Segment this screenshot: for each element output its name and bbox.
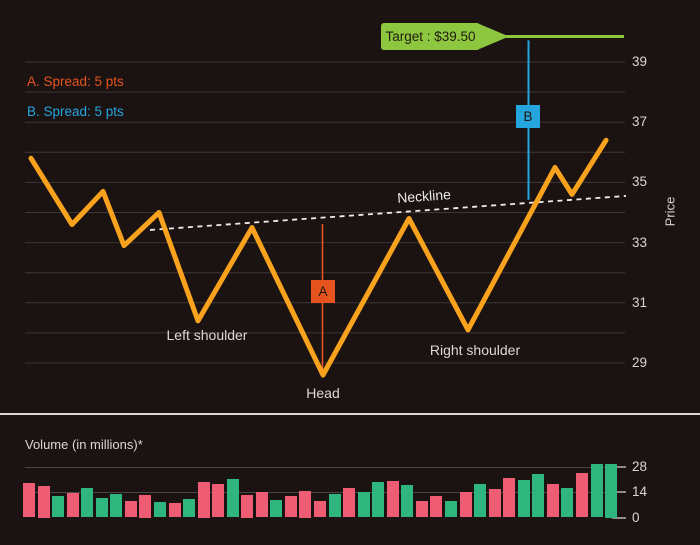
volume-bar-pink <box>575 473 588 518</box>
target-flag-body <box>381 23 480 50</box>
volume-bar-pink <box>546 484 559 518</box>
volume-bar-pink <box>23 483 35 518</box>
volume-bar-pink <box>197 481 210 518</box>
price-axis-title: Price <box>662 196 678 227</box>
volume-bar-pink <box>459 492 472 518</box>
price-tick-label: 29 <box>632 355 648 370</box>
volume-bar-green <box>605 463 617 518</box>
volume-bar-green <box>474 484 487 518</box>
volume-bar-pink <box>415 501 428 518</box>
volume-bar-green <box>183 498 196 518</box>
volume-bar-pink <box>139 495 152 518</box>
price-tick-label: 37 <box>632 114 648 130</box>
volume-bar-green <box>401 485 414 518</box>
volume-bar-green <box>328 494 341 518</box>
right-shoulder-label: Right shoulder <box>429 342 521 358</box>
volume-bar-green <box>52 495 65 518</box>
spread-a-marker-box: A <box>311 280 335 303</box>
volume-bar-pink <box>488 488 501 518</box>
volume-bar-pink <box>241 495 254 518</box>
volume-bar-green <box>445 501 457 518</box>
volume-tick-label: 0 <box>632 509 640 525</box>
volume-bar-pink <box>37 486 50 518</box>
volume-axis-tick <box>612 516 626 519</box>
price-tick-label: 31 <box>632 294 648 310</box>
volume-axis-tick <box>612 491 626 494</box>
volume-bar-green <box>357 492 370 518</box>
target-flag-pointer <box>477 23 509 50</box>
volume-bar-green <box>532 474 545 518</box>
volume-bar-pink <box>66 493 79 518</box>
volume-title: Volume (in millions)* <box>25 437 143 452</box>
price-tick-label: 35 <box>632 174 648 190</box>
volume-bar-pink <box>343 487 356 518</box>
volume-bar-pink <box>255 492 268 518</box>
target-flag: Target : $39.50 <box>381 23 509 50</box>
volume-bar-pink <box>212 484 225 518</box>
panel-separator <box>0 413 700 415</box>
price-tick-label: 33 <box>632 234 648 250</box>
volume-bar-green <box>226 478 239 518</box>
volume-axis-tick <box>612 466 626 469</box>
volume-bar-green <box>110 494 123 518</box>
volume-bar-pink <box>299 490 312 518</box>
volume-bar-pink <box>314 501 326 518</box>
target-label: Target : $39.50 <box>385 29 476 44</box>
volume-bar-pink <box>503 477 516 518</box>
volume-bar-green <box>372 482 385 518</box>
volume-bar-green <box>270 500 283 518</box>
neckline-dashed-line <box>149 195 627 231</box>
volume-gridline <box>25 466 626 468</box>
volume-bar-green <box>561 487 574 518</box>
left-shoulder-label: Left shoulder <box>166 327 248 343</box>
volume-tick-label: 14 <box>632 484 648 500</box>
spread-b-label: B. Spread: 5 pts <box>27 104 124 119</box>
volume-tick-label: 28 <box>632 459 648 475</box>
volume-bar-green <box>517 479 530 518</box>
volume-bar-green <box>590 464 603 518</box>
spread-b-marker-box: B <box>516 105 540 128</box>
price-line <box>28 137 609 378</box>
spread-a-label: A. Spread: 5 pts <box>27 74 124 89</box>
head-label: Head <box>306 385 340 401</box>
volume-bar-green <box>154 502 166 518</box>
volume-bar-green <box>95 497 108 518</box>
volume-bar-pink <box>430 495 443 518</box>
volume-bar-pink <box>386 480 399 518</box>
volume-gridline <box>25 491 626 493</box>
volume-bar-pink <box>124 501 137 518</box>
price-tick-label: 39 <box>632 54 648 69</box>
volume-bar-green <box>81 487 94 518</box>
volume-bar-pink <box>284 495 297 518</box>
volume-bar-pink <box>168 503 181 518</box>
